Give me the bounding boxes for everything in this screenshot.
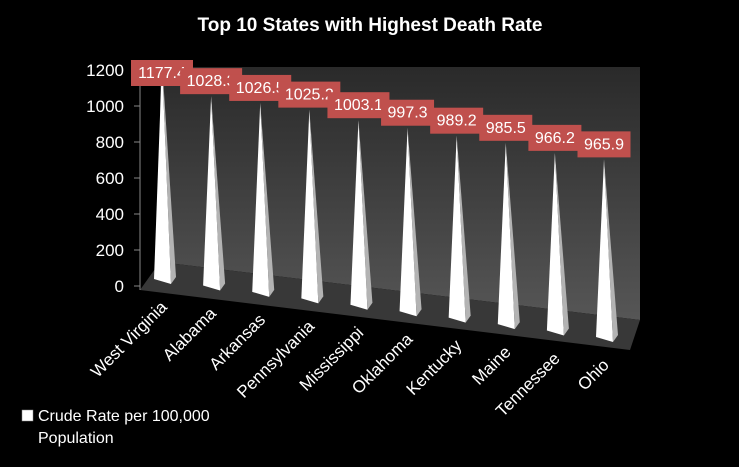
y-tick-label: 1200 <box>86 61 124 80</box>
data-label-text: 989.2 <box>437 113 477 130</box>
cone-bar <box>203 96 221 291</box>
cone-bar <box>497 142 515 330</box>
cone-bar-shade <box>505 142 520 330</box>
legend-swatch <box>21 409 34 422</box>
data-label-text: 1177.4 <box>138 65 186 82</box>
data-label-text: 1026.5 <box>236 80 285 97</box>
data-label-text: 1025.2 <box>285 87 334 104</box>
data-label-text: 985.5 <box>486 120 526 137</box>
cone-bar-shade <box>554 152 569 336</box>
data-label-text: 965.9 <box>584 136 624 153</box>
data-label: 997.3 <box>381 99 435 126</box>
data-label-box <box>528 124 582 151</box>
cone-bar <box>154 61 171 284</box>
cone-bar-shade <box>211 96 226 291</box>
chart-title: Top 10 States with Highest Death Rate <box>198 15 543 36</box>
cone-bar <box>448 135 466 323</box>
y-tick-label: 200 <box>96 241 124 260</box>
data-label: 965.9 <box>577 131 631 158</box>
cone-bar <box>350 120 368 310</box>
category-label: West Virginia <box>87 297 171 381</box>
data-label-text: 1028.3 <box>187 73 236 90</box>
data-label: 989.2 <box>430 107 484 134</box>
legend-line-1: Crude Rate per 100,000 <box>38 408 210 425</box>
y-tick-label: 1000 <box>86 97 124 116</box>
data-label: 1003.1 <box>327 92 390 119</box>
y-tick-label: 400 <box>96 205 124 224</box>
cone-bar-shade <box>456 135 471 323</box>
data-label-box <box>577 131 631 158</box>
data-label-text: 997.3 <box>388 105 428 122</box>
cone-bar-shade <box>407 127 422 317</box>
cone-bar-shade <box>162 61 176 284</box>
data-label-text: 1003.1 <box>334 97 383 114</box>
y-tick-label: 600 <box>96 169 124 188</box>
category-label: Maine <box>468 343 514 389</box>
cone-bar-shade <box>604 159 618 342</box>
cone-bar <box>596 159 613 342</box>
cone-bar-shade <box>260 102 275 297</box>
data-label-box <box>381 99 435 126</box>
data-label-text: 966.2 <box>535 130 575 147</box>
legend-label: Crude Rate per 100,000 Population <box>38 408 210 447</box>
cone-bar <box>399 127 417 317</box>
cone-bar-shade <box>358 120 373 310</box>
cone-bar <box>252 102 270 297</box>
y-tick-label: 800 <box>96 133 124 152</box>
cone-bar <box>546 152 564 336</box>
data-label: 985.5 <box>479 114 533 141</box>
data-label-box <box>327 92 390 119</box>
cone-bar <box>301 109 319 304</box>
data-label-box <box>479 114 533 141</box>
data-label: 966.2 <box>528 124 582 151</box>
category-label: Ohio <box>574 355 613 394</box>
data-label-box <box>430 107 484 134</box>
y-tick-label: 0 <box>115 277 124 296</box>
cone-bar-shade <box>309 109 324 304</box>
legend-line-2: Population <box>38 430 114 447</box>
